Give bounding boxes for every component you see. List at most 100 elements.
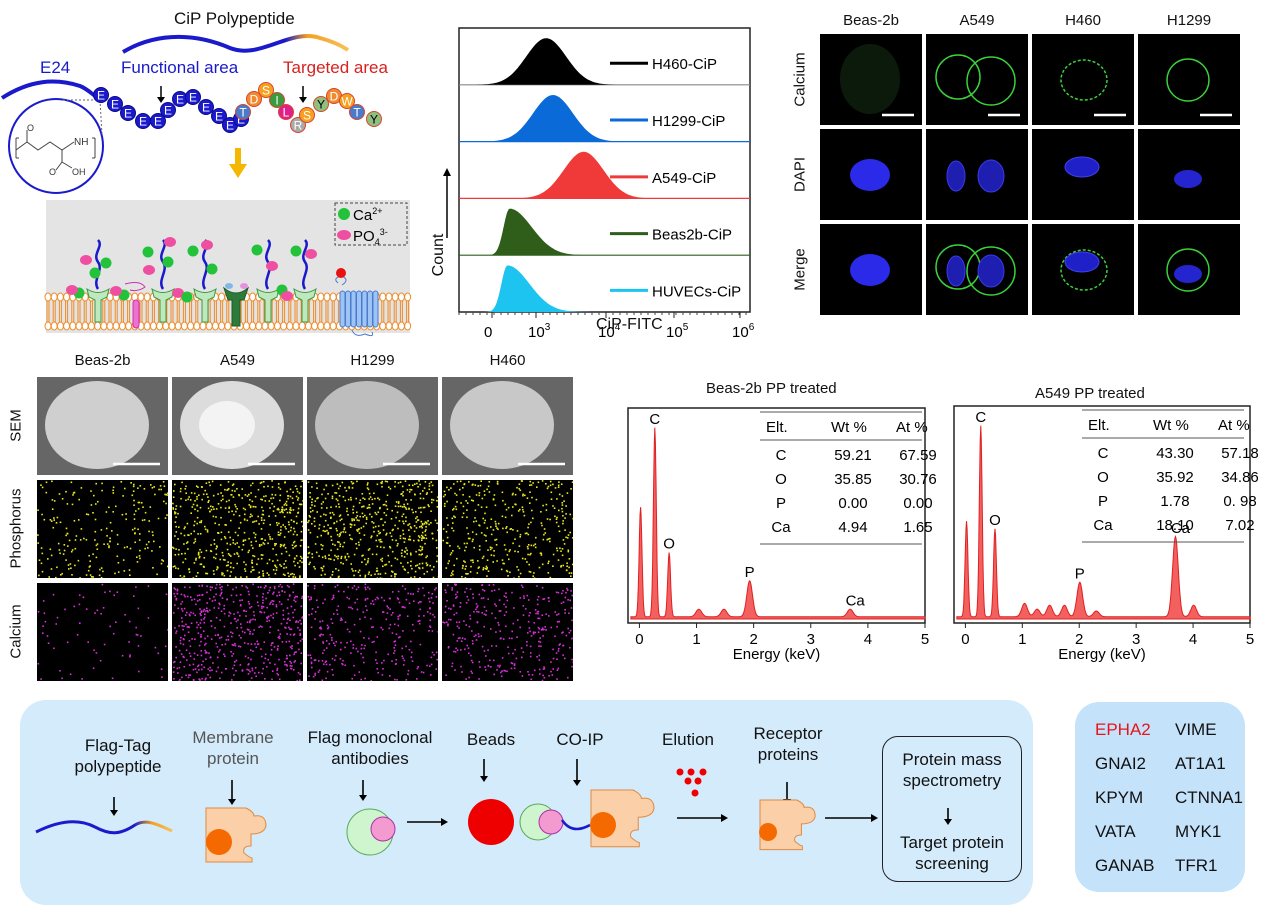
residue-targeted: I: [269, 92, 285, 108]
eds-table-cell: O: [775, 471, 787, 488]
sem-row-label: Calcium: [7, 604, 25, 659]
confocal-image: [820, 224, 922, 315]
eds-table-cell: 1.78: [1160, 493, 1189, 510]
phosphate-ion-icon: [172, 288, 184, 298]
svg-text:D: D: [250, 93, 259, 107]
peak-label: P: [745, 564, 755, 581]
x-axis-label: Energy (keV): [733, 646, 821, 663]
confocal-image: [1138, 129, 1240, 220]
x-tick-label: 103: [528, 322, 551, 341]
x-tick-label: 4: [864, 631, 872, 648]
eds-spectrum-area: [630, 427, 926, 620]
sem-image: [37, 377, 168, 475]
svg-text:OH: OH: [72, 167, 86, 177]
legend-label: A549-CiP: [652, 170, 716, 187]
svg-text:E: E: [189, 91, 197, 105]
svg-text:O: O: [27, 123, 34, 133]
eds-table-cell: P: [1098, 493, 1108, 510]
gene-item: MYK1: [1175, 822, 1222, 841]
eds-table-cell: 18.10: [1156, 517, 1194, 534]
residue-targeted: T: [349, 104, 365, 120]
down-arrow-icon: [480, 759, 488, 782]
residue-targeted: W: [339, 93, 355, 109]
confocal-image: [926, 129, 1028, 220]
phosphate-ion-icon: [281, 291, 293, 301]
histogram-h460-cip: H460-CiP: [459, 38, 750, 86]
calcium-ion-icon: [89, 267, 101, 279]
pink-receptor-icon: [124, 282, 146, 329]
eds-table-header: Elt.: [766, 419, 788, 436]
legend-label: Beas2b-CiP: [652, 227, 732, 244]
workflow-step-label: Flag monoclonal antibodies: [307, 728, 433, 768]
eds-map-image: [172, 583, 303, 681]
antibody-icon: [519, 803, 564, 841]
residue-targeted: Y: [366, 111, 382, 127]
svg-text:PO43-: PO43-: [353, 227, 388, 247]
eds-map-image: [37, 480, 168, 578]
x-tick-label: 1: [1018, 631, 1026, 648]
sem-image: [172, 377, 303, 475]
flow-histogram-chart: H460-CiP H1299-CiP A549-CiP Beas2b-CiP HUVEC…: [458, 27, 755, 341]
phosphate-ion-icon: [143, 265, 155, 275]
phosphate-ion-icon: [201, 240, 213, 250]
membrane-protein-icon: [590, 789, 655, 848]
x-tick-label: 2: [749, 631, 757, 648]
legend-box: [334, 202, 408, 246]
eds-table-cell: Ca: [771, 519, 791, 536]
calcium-ion-icon: [338, 208, 350, 220]
svg-text:W: W: [341, 95, 353, 109]
eds-table-cell: P: [776, 495, 786, 512]
svg-text:E: E: [202, 101, 210, 115]
gene-item: GNAI2: [1095, 754, 1147, 773]
eds-table-cell: 0.00: [838, 495, 867, 512]
peptide-receptor-icon: [293, 239, 317, 323]
eds-table-cell: 43.30: [1156, 445, 1194, 462]
peak-label: Ca: [846, 592, 866, 609]
x-tick-label: 0: [484, 324, 492, 341]
eds-table-cell: 30.76: [899, 471, 937, 488]
residue-targeted: S: [258, 82, 274, 98]
ms-box: [882, 736, 1022, 882]
confocal-col-header: H460: [1065, 12, 1101, 29]
sem-image: [442, 377, 573, 475]
calcium-ion-icon: [206, 263, 218, 275]
peak-label: O: [663, 536, 675, 553]
calcium-ion-icon: [162, 256, 174, 268]
histogram-area: [459, 38, 750, 85]
eds-table-header: At %: [1218, 417, 1250, 434]
gene-item: VATA: [1095, 822, 1136, 841]
svg-text:Y: Y: [317, 98, 325, 112]
down-arrow-icon: [359, 780, 367, 801]
gene-item: CTNNA1: [1175, 788, 1244, 807]
gene-item: EPHA2: [1095, 720, 1151, 739]
confocal-col-header: A549: [959, 12, 995, 29]
svg-text:R: R: [294, 119, 303, 133]
residue-functional: E: [211, 108, 227, 124]
eds-map-image: [172, 480, 303, 578]
residue-targeted: R: [290, 117, 306, 133]
bead-icon: [468, 799, 514, 845]
sem-col-header: A549: [219, 352, 256, 369]
eds-map-image: [307, 583, 438, 681]
svg-text:E: E: [111, 98, 119, 112]
eds-table-header: Elt.: [1088, 417, 1110, 434]
eds-table-header: At %: [896, 419, 928, 436]
eds-plot-frame: [627, 407, 926, 624]
svg-text:T: T: [239, 106, 247, 120]
confocal-row-label: Merge: [791, 247, 809, 291]
down-arrow-icon: [110, 797, 118, 816]
x-tick-label: 106: [732, 322, 755, 341]
down-arrow-icon: [944, 808, 952, 825]
gene-item: AT1A1: [1175, 754, 1226, 773]
e24-wave-icon: [0, 79, 101, 100]
flag-peptide-icon: [35, 820, 173, 835]
legend-label: HUVECs-CiP: [652, 283, 741, 300]
sem-col-header: H460: [489, 352, 526, 369]
flow-ylabel-text: Count: [430, 233, 447, 277]
yellow-down-arrow-icon: [229, 148, 247, 178]
confocal-image: [820, 34, 922, 125]
polypeptide-diagram: O NH O OH EEEEEEEEEEEETDSILRSYDWTY Ca2+ …: [0, 34, 412, 337]
calcium-ion-icon: [142, 246, 154, 258]
gene-item: VIME: [1175, 720, 1217, 739]
eds-table-header: Wt %: [1153, 417, 1189, 434]
